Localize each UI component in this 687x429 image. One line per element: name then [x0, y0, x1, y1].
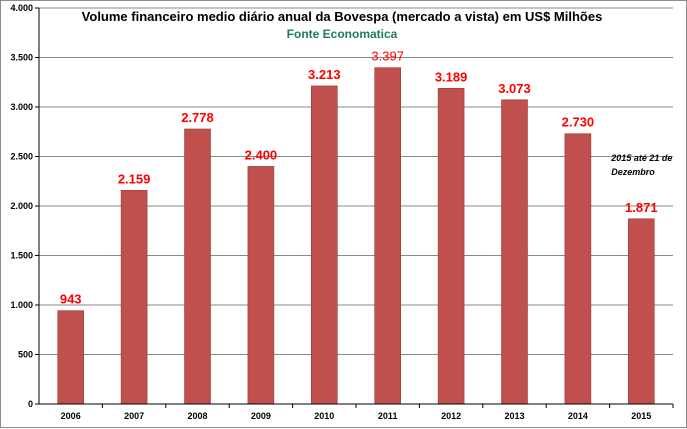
data-label-2006: 943 [60, 292, 82, 307]
data-label-2013: 3.073 [498, 81, 531, 96]
bars [57, 67, 655, 405]
bar-2008 [184, 128, 211, 405]
x-tick-label: 2014 [568, 411, 588, 421]
bar-2007 [120, 189, 148, 405]
x-tick-label: 2015 [631, 411, 651, 421]
bar-2012 [437, 87, 465, 405]
x-tick-label: 2008 [187, 411, 207, 421]
y-tick-label: 0 [28, 399, 33, 409]
data-label-2010: 3.213 [308, 67, 341, 82]
x-tick-label: 2010 [314, 411, 334, 421]
y-tick-label: 1.500 [10, 251, 33, 261]
data-label-2015: 1.871 [625, 200, 658, 215]
data-labels: 943 2.159 2.778 2.400 3.213 3.397 3.189 3.073 2.… [60, 49, 658, 307]
bar-2006 [57, 310, 84, 405]
data-label-2012: 3.189 [435, 69, 468, 84]
bar-2010 [311, 85, 338, 405]
y-tick-label: 2.500 [10, 152, 33, 162]
x-tick-label: 2006 [61, 411, 81, 421]
x-tick-label: 2007 [124, 411, 144, 421]
bar-2015 [628, 218, 655, 405]
y-tick-label: 1.000 [10, 300, 33, 310]
chart-subtitle: Fonte Economatica [287, 27, 398, 41]
y-tick-label: 2.000 [10, 201, 33, 211]
y-tick-label: 500 [18, 350, 33, 360]
bar-2011 [374, 67, 401, 405]
x-tick-label: 2012 [441, 411, 461, 421]
x-tick-label: 2011 [378, 411, 398, 421]
data-label-2014: 2.730 [562, 115, 595, 130]
data-label-2009: 2.400 [245, 147, 278, 162]
bar-2013 [501, 99, 528, 405]
data-label-2011: 3.397 [371, 49, 404, 64]
y-tick-label: 4.000 [10, 3, 33, 13]
axes: 0 500 1.000 1.500 2.000 2.500 3.000 3.500 4.000 2… [10, 3, 674, 421]
data-label-2008: 2.778 [181, 110, 214, 125]
y-tick-label: 3.000 [10, 102, 33, 112]
annotation-line: 2015 até 21 de [610, 153, 672, 163]
bar-2009 [247, 166, 275, 405]
annotation-line: Dezembro [611, 167, 655, 177]
data-label-2007: 2.159 [118, 171, 151, 186]
annotation: 2015 até 21 de Dezembro [610, 153, 672, 177]
bar-2014 [564, 133, 592, 405]
x-tick-label: 2013 [504, 411, 524, 421]
chart-title: Volume financeiro medio diário anual da … [82, 9, 603, 24]
y-tick-label: 3.500 [10, 53, 33, 63]
x-tick-label: 2009 [251, 411, 271, 421]
